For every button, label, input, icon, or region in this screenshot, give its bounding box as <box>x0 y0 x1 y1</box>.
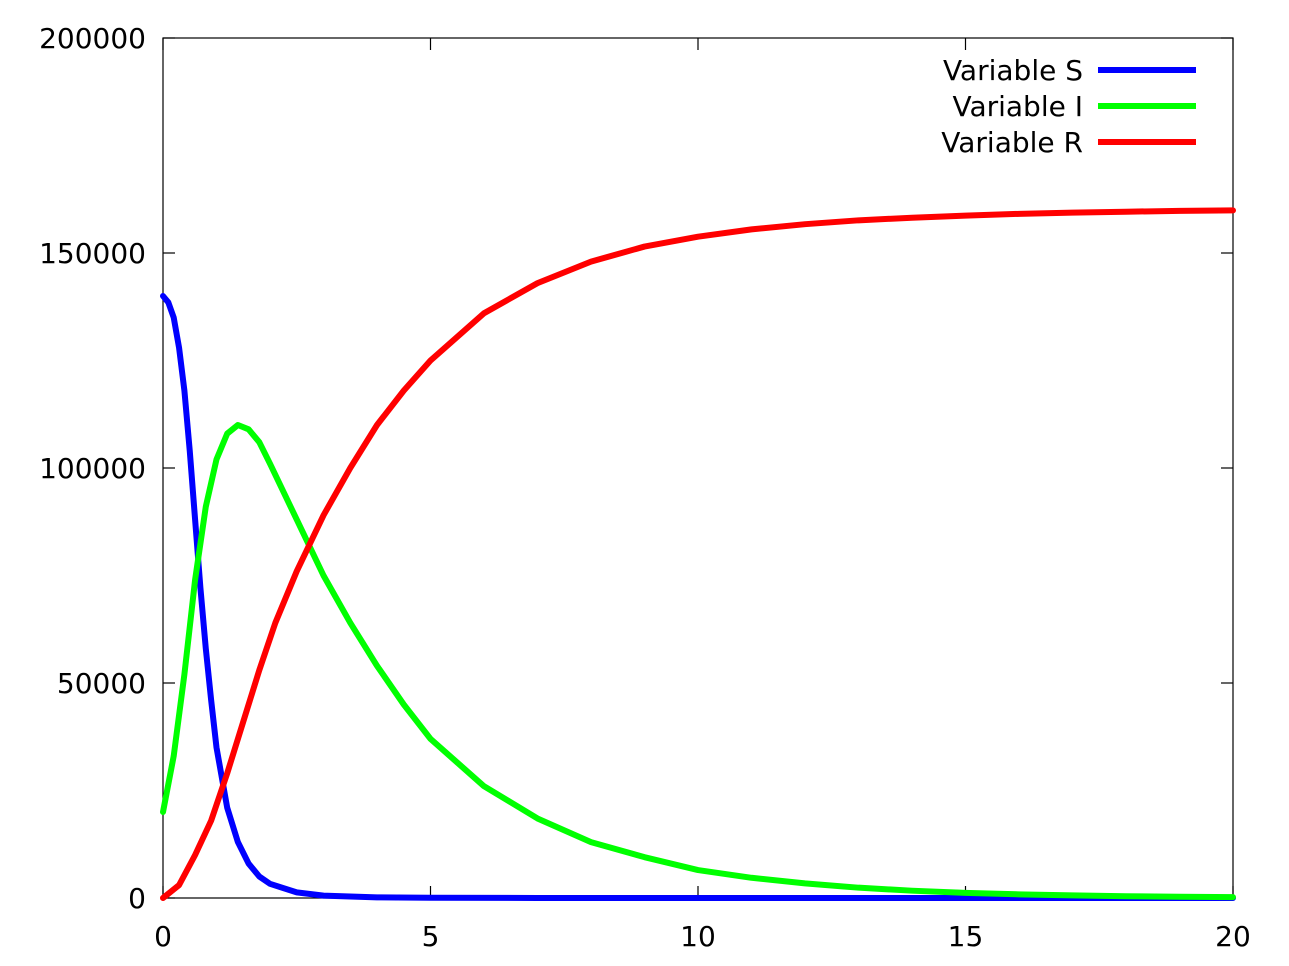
series-lines <box>160 207 1236 901</box>
series-line-variable-r <box>160 207 1236 901</box>
y-tick-label: 100000 <box>39 452 146 485</box>
y-tick-label: 150000 <box>39 237 146 270</box>
legend-label-variable-i: Variable I <box>952 90 1083 123</box>
axis-tick-labels: 0 5 10 15 20 0 50000 100000 150000 200000 <box>39 22 1251 953</box>
series-line-variable-s <box>160 293 1236 901</box>
x-tick-label: 20 <box>1215 920 1251 953</box>
y-tick-label: 200000 <box>39 22 146 55</box>
y-tick-label: 0 <box>128 882 146 915</box>
series-line-variable-i <box>160 422 1236 901</box>
x-tick-label: 0 <box>154 920 172 953</box>
x-tick-label: 15 <box>948 920 984 953</box>
x-tick-label: 10 <box>680 920 716 953</box>
y-tick-label: 50000 <box>57 667 146 700</box>
legend-label-variable-s: Variable S <box>943 54 1083 87</box>
axis-ticks <box>162 37 1234 899</box>
legend-label-variable-r: Variable R <box>941 126 1083 159</box>
x-tick-label: 5 <box>422 920 440 953</box>
plot-frame <box>162 37 1234 899</box>
